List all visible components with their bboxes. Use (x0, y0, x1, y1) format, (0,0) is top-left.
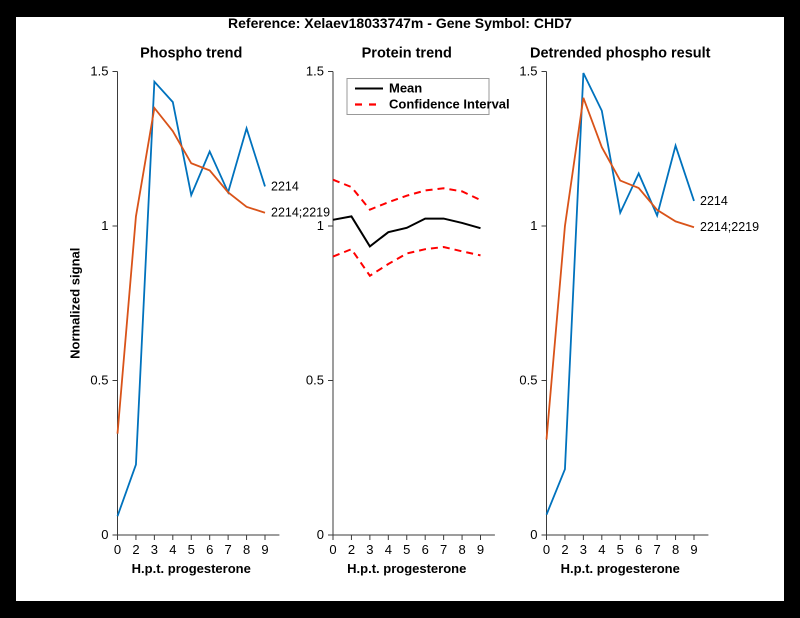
svg-text:4: 4 (385, 542, 392, 557)
svg-text:Confidence Interval: Confidence Interval (389, 97, 510, 112)
svg-text:9: 9 (261, 542, 268, 557)
svg-text:0.5: 0.5 (306, 373, 324, 388)
svg-text:Detrended phospho result: Detrended phospho result (530, 46, 711, 62)
svg-text:5: 5 (188, 542, 195, 557)
svg-text:0: 0 (530, 527, 537, 542)
svg-text:7: 7 (440, 542, 447, 557)
svg-text:6: 6 (422, 542, 429, 557)
svg-text:9: 9 (690, 542, 697, 557)
svg-text:2214;2219: 2214;2219 (700, 220, 759, 234)
svg-text:Normalized signal: Normalized signal (68, 248, 83, 359)
svg-text:7: 7 (225, 542, 232, 557)
svg-text:0.5: 0.5 (519, 373, 537, 388)
svg-text:H.p.t. progesterone: H.p.t. progesterone (561, 561, 680, 576)
svg-text:6: 6 (635, 542, 642, 557)
svg-text:0: 0 (317, 527, 324, 542)
svg-text:9: 9 (477, 542, 484, 557)
svg-text:3: 3 (580, 542, 587, 557)
svg-text:1.5: 1.5 (90, 64, 108, 79)
svg-text:2: 2 (348, 542, 355, 557)
svg-text:2214: 2214 (700, 194, 728, 208)
svg-text:8: 8 (672, 542, 679, 557)
svg-text:1.5: 1.5 (306, 64, 324, 79)
svg-text:1: 1 (317, 218, 324, 233)
svg-text:0: 0 (329, 542, 336, 557)
svg-text:H.p.t. progesterone: H.p.t. progesterone (132, 561, 251, 576)
svg-text:0: 0 (101, 527, 108, 542)
svg-text:Mean: Mean (389, 81, 422, 96)
svg-text:1: 1 (530, 218, 537, 233)
svg-text:Phospho trend: Phospho trend (140, 46, 242, 62)
svg-text:8: 8 (243, 542, 250, 557)
svg-text:7: 7 (654, 542, 661, 557)
svg-text:2: 2 (132, 542, 139, 557)
svg-text:5: 5 (403, 542, 410, 557)
svg-text:3: 3 (366, 542, 373, 557)
svg-text:Protein trend: Protein trend (362, 46, 452, 62)
svg-text:3: 3 (151, 542, 158, 557)
svg-text:4: 4 (598, 542, 605, 557)
svg-text:6: 6 (206, 542, 213, 557)
svg-text:1: 1 (101, 218, 108, 233)
svg-text:2: 2 (561, 542, 568, 557)
svg-text:0: 0 (114, 542, 121, 557)
svg-text:0.5: 0.5 (90, 373, 108, 388)
svg-text:2214: 2214 (271, 179, 299, 193)
svg-text:0: 0 (543, 542, 550, 557)
svg-text:8: 8 (458, 542, 465, 557)
svg-text:5: 5 (617, 542, 624, 557)
svg-text:Reference: Xelaev18033747m -: Reference: Xelaev18033747m - Gene Symbol… (228, 17, 572, 31)
svg-text:H.p.t. progesterone: H.p.t. progesterone (347, 561, 466, 576)
svg-text:4: 4 (169, 542, 176, 557)
svg-text:1.5: 1.5 (519, 64, 537, 79)
